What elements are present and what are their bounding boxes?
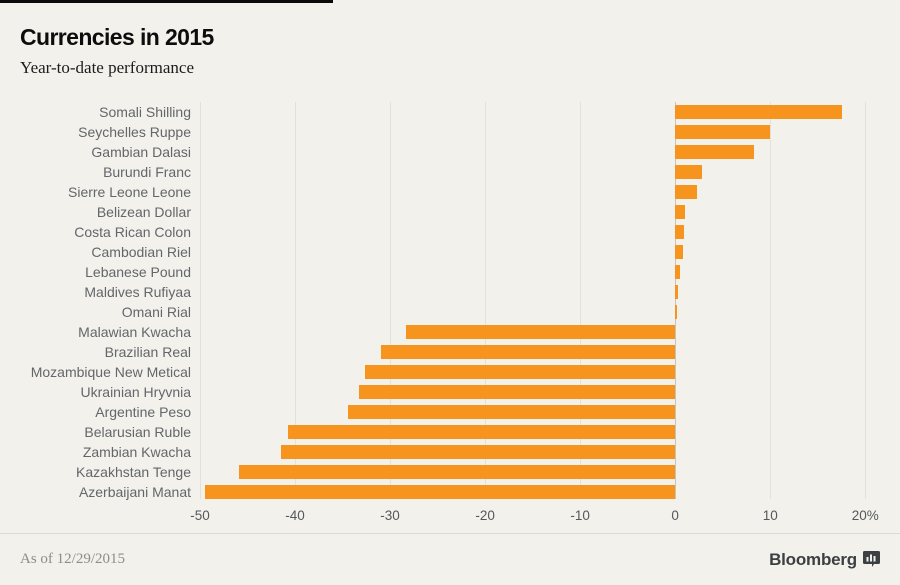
plot-area <box>200 102 870 502</box>
zero-gridline <box>675 102 677 500</box>
bar <box>675 185 698 200</box>
category-label: Maldives Rufiyaa <box>84 284 191 301</box>
bar <box>675 205 685 220</box>
bar <box>365 365 676 380</box>
as-of-date: As of 12/29/2015 <box>20 551 125 567</box>
bar <box>675 225 684 240</box>
bloomberg-logo[interactable]: Bloomberg <box>769 550 880 570</box>
category-label: Gambian Dalasi <box>91 144 191 161</box>
category-label: Burundi Franc <box>103 164 191 181</box>
category-label: Omani Rial <box>121 304 191 321</box>
chart-footer: As of 12/29/2015 Bloomberg <box>0 533 900 585</box>
x-tick-label: -20 <box>475 508 495 524</box>
gridline <box>865 102 867 500</box>
chart-header: Currencies in 2015 Year-to-date performa… <box>0 0 900 78</box>
category-label: Belarusian Ruble <box>84 424 191 441</box>
bar <box>675 125 771 140</box>
gridline <box>390 102 392 500</box>
bar <box>288 425 676 440</box>
top-rule <box>0 0 333 3</box>
bar <box>675 305 677 320</box>
category-label: Costa Rican Colon <box>74 224 191 241</box>
category-label: Belizean Dollar <box>96 204 191 221</box>
category-label: Sierre Leone Leone <box>68 184 191 201</box>
x-tick-label: 10 <box>762 508 778 524</box>
x-tick-label: -10 <box>570 508 590 524</box>
bloomberg-chart-bubble-icon <box>863 551 880 567</box>
x-tick-label: 20% <box>851 508 879 524</box>
gridline <box>200 102 201 500</box>
x-axis: -50 -40 -30 -20 -10 0 10 20% <box>190 502 879 526</box>
category-label: Brazilian Real <box>104 344 191 361</box>
bar-chart: Somali Shilling Seychelles Ruppe Gambian D… <box>0 102 900 502</box>
category-label: Seychelles Ruppe <box>78 124 191 141</box>
gridline <box>295 102 297 500</box>
category-labels: Somali Shilling Seychelles Ruppe Gambian D… <box>0 102 200 502</box>
bloomberg-wordmark: Bloomberg <box>769 549 857 569</box>
bar <box>675 245 683 260</box>
category-label: Malawian Kwacha <box>78 324 191 341</box>
x-tick-label: -30 <box>380 508 400 524</box>
category-label: Argentine Peso <box>95 404 191 421</box>
bar <box>675 145 755 160</box>
chart-subtitle: Year-to-date performance <box>20 58 194 78</box>
bar <box>406 325 676 340</box>
gridline <box>580 102 582 500</box>
category-label: Ukrainian Hryvnia <box>80 384 191 401</box>
bar <box>348 405 676 420</box>
bar <box>280 445 676 460</box>
chart-title: Currencies in 2015 <box>20 24 214 50</box>
category-label: Somali Shilling <box>99 104 191 121</box>
category-label: Lebanese Pound <box>85 264 191 281</box>
bar <box>675 265 680 280</box>
bar <box>675 165 702 180</box>
x-tick-label: -40 <box>285 508 305 524</box>
category-label: Mozambique New Metical <box>30 364 191 381</box>
bar <box>238 465 676 480</box>
category-label: Cambodian Riel <box>91 244 191 261</box>
bar <box>675 285 679 300</box>
bar <box>358 385 676 400</box>
category-label: Azerbaijani Manat <box>78 484 191 501</box>
gridline <box>485 102 487 500</box>
x-tick-label: -50 <box>190 508 210 524</box>
category-label: Zambian Kwacha <box>82 444 191 461</box>
gridline <box>770 102 772 500</box>
bar <box>204 485 676 500</box>
category-label: Kazakhstan Tenge <box>76 464 191 481</box>
bar <box>380 345 676 360</box>
x-tick-label: 0 <box>671 508 679 524</box>
bar <box>675 105 843 120</box>
